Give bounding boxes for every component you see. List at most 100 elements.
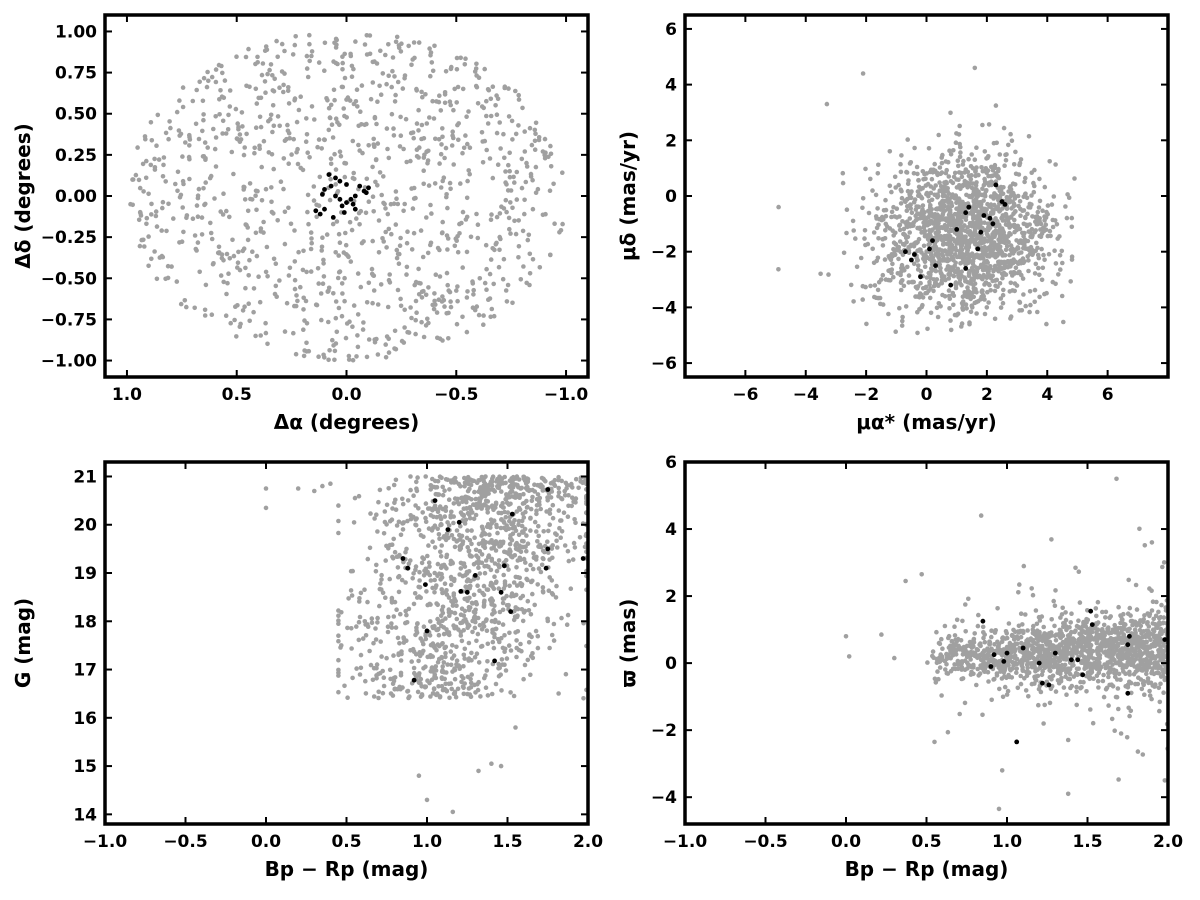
field-star-point: [482, 598, 487, 604]
field-star-point: [375, 529, 380, 534]
field-star-point: [135, 145, 140, 150]
field-star-point: [342, 683, 347, 689]
field-star-point: [516, 532, 522, 538]
field-star-point: [982, 176, 987, 182]
y-tick-label: 1.00: [55, 22, 97, 42]
field-star-point: [357, 222, 362, 227]
field-star-point: [463, 584, 469, 589]
field-star-point: [1026, 134, 1032, 139]
field-star-point: [404, 638, 409, 643]
member-star-point: [456, 519, 462, 525]
field-star-point: [427, 46, 432, 51]
field-star-point: [969, 152, 974, 157]
field-star-point: [421, 648, 426, 654]
field-star-point: [485, 641, 491, 647]
field-star-point: [361, 320, 366, 325]
field-star-point: [347, 219, 353, 225]
field-star-point: [447, 695, 452, 701]
field-star-point: [979, 165, 984, 170]
field-star-point: [427, 506, 433, 511]
field-star-point: [367, 33, 373, 38]
field-star-point: [555, 545, 560, 550]
field-star-point: [1006, 261, 1012, 266]
field-star-point: [966, 252, 972, 258]
field-star-point: [416, 40, 422, 45]
field-star-point: [547, 511, 553, 516]
field-star-point: [451, 480, 457, 485]
field-star-point: [395, 79, 401, 85]
x-tick-label: −1.0: [544, 385, 589, 405]
field-star-point: [1031, 180, 1036, 186]
field-star-point: [251, 286, 257, 291]
field-star-point: [300, 267, 306, 273]
field-star-point: [507, 174, 513, 180]
field-star-point: [945, 189, 950, 194]
field-star-point: [154, 276, 160, 282]
field-star-point: [525, 484, 530, 490]
field-star-point: [442, 100, 448, 106]
field-star-point: [486, 297, 491, 303]
field-star-point: [192, 305, 197, 311]
x-tick: 1.0: [112, 15, 142, 405]
field-star-point: [900, 265, 906, 271]
field-star-point: [550, 502, 556, 508]
field-star-point: [523, 179, 529, 185]
field-star-point: [237, 267, 243, 273]
field-star-point: [155, 112, 161, 118]
field-star-point: [922, 264, 928, 270]
field-star-point: [471, 287, 477, 293]
field-star-point: [1095, 678, 1101, 684]
field-star-point: [523, 509, 528, 515]
field-star-point: [1025, 628, 1030, 633]
field-star-point: [1003, 247, 1009, 253]
field-star-point: [498, 146, 503, 151]
field-star-point: [969, 303, 975, 309]
field-star-point: [1149, 608, 1155, 613]
field-star-point: [461, 676, 466, 681]
field-star-point: [281, 89, 286, 95]
field-star-point: [458, 633, 464, 638]
field-star-point: [424, 215, 429, 220]
field-star-point: [440, 126, 445, 131]
field-star-point: [516, 92, 521, 98]
field-star-point: [345, 695, 350, 700]
field-star-point: [247, 84, 252, 90]
field-star-point: [981, 272, 986, 278]
field-star-point: [368, 662, 374, 668]
field-star-point: [497, 609, 503, 615]
field-star-point: [378, 581, 383, 586]
field-star-point: [160, 174, 166, 179]
field-star-point: [850, 218, 856, 224]
field-star-point: [915, 309, 920, 315]
field-star-point: [904, 208, 910, 213]
field-star-point: [991, 140, 997, 146]
field-star-point: [393, 189, 399, 194]
field-star-point: [250, 249, 255, 254]
member-star-point: [317, 211, 323, 217]
field-star-point: [432, 590, 437, 595]
field-star-point: [980, 168, 986, 174]
field-star-point: [520, 544, 525, 550]
field-star-point: [321, 261, 326, 266]
field-star-point: [324, 232, 330, 237]
field-star-point: [506, 86, 511, 91]
field-star-point: [451, 520, 456, 526]
field-star-point: [882, 236, 888, 241]
field-star-point: [929, 176, 935, 182]
field-star-point: [893, 329, 898, 335]
field-star-point: [378, 282, 384, 287]
field-star-point: [545, 618, 551, 624]
field-star-point: [929, 258, 935, 264]
field-star-point: [274, 38, 279, 44]
field-star-point: [295, 298, 300, 304]
field-star-point: [934, 305, 940, 311]
field-star-point: [442, 304, 447, 309]
field-star-point: [1035, 252, 1041, 258]
field-star-point: [421, 168, 427, 173]
field-star-point: [275, 114, 281, 119]
field-star-point: [450, 560, 455, 565]
field-star-point: [898, 287, 904, 293]
field-star-point: [195, 240, 201, 245]
field-star-point: [1016, 269, 1022, 275]
field-star-point: [985, 232, 990, 238]
